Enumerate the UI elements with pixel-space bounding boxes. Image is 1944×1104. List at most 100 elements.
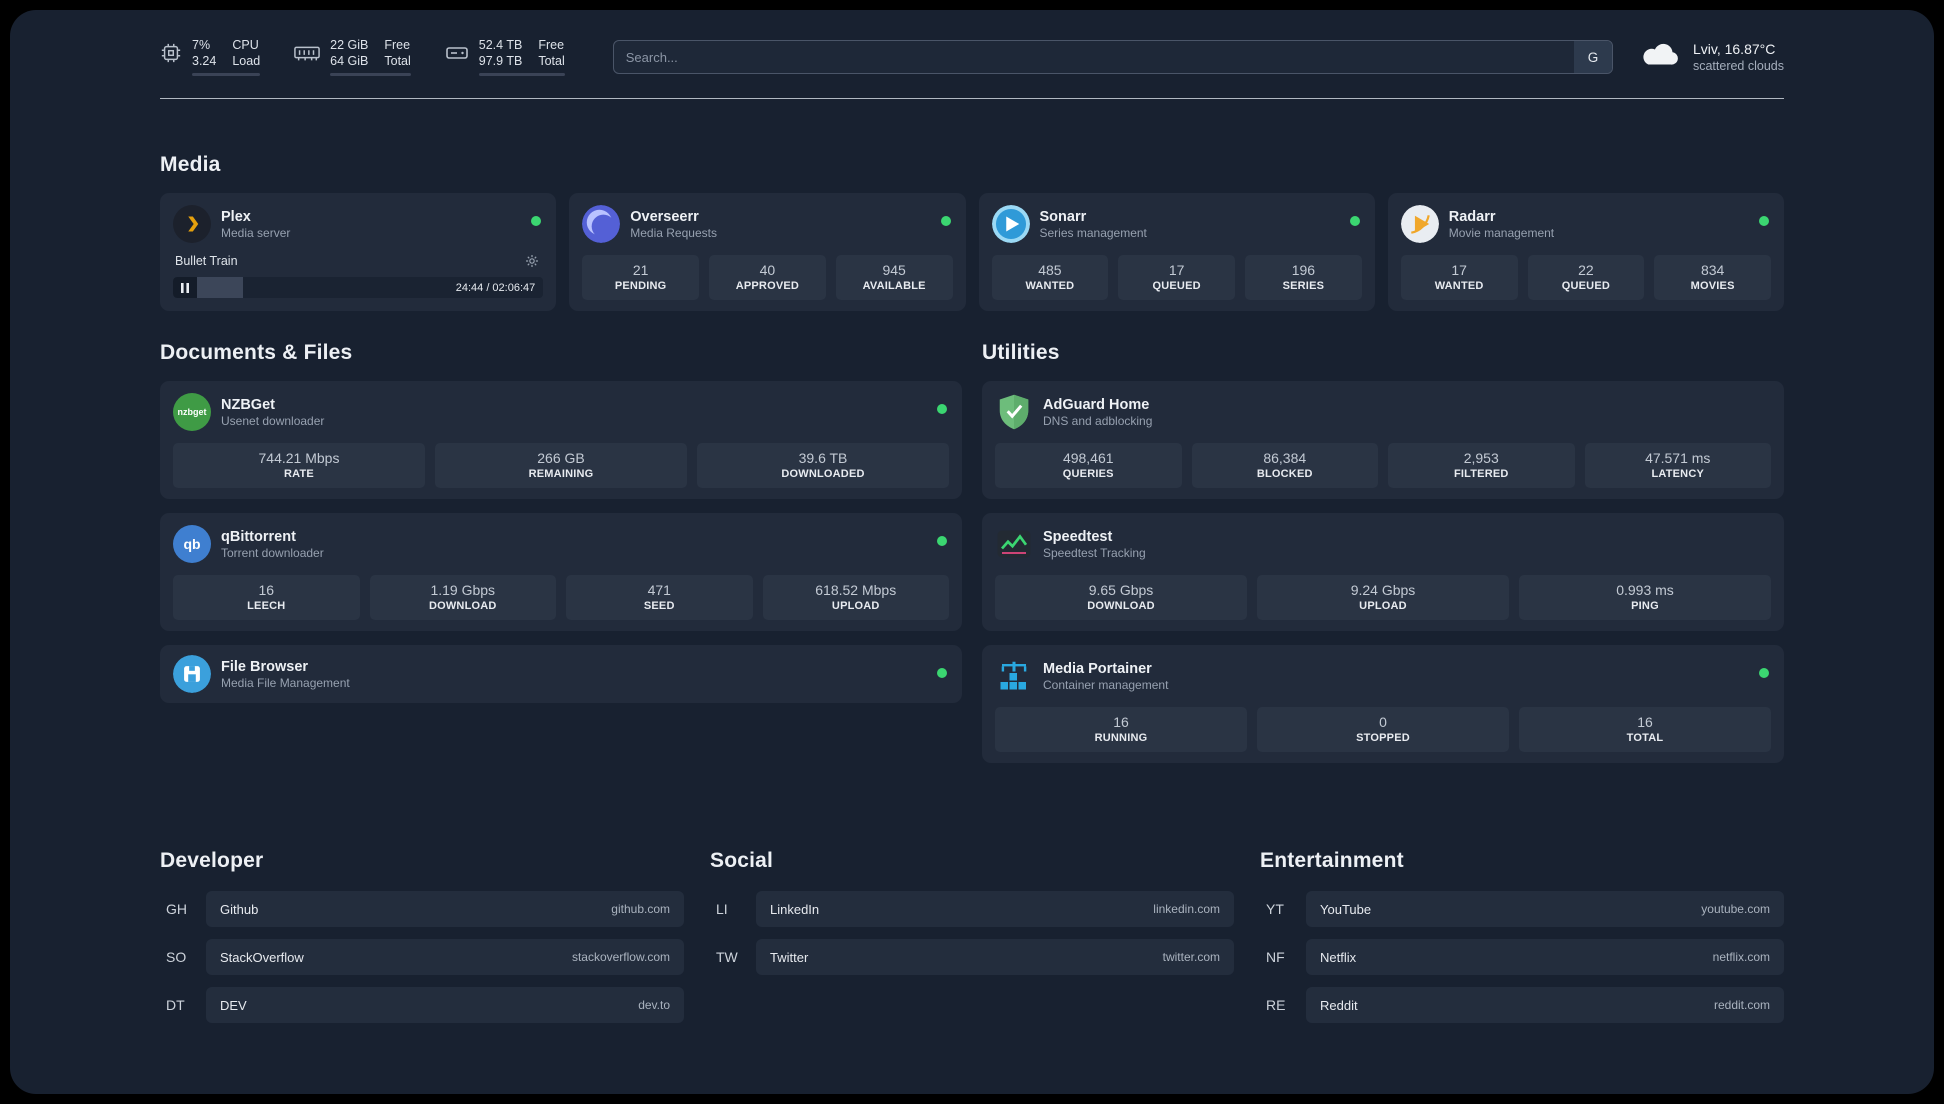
bookmark-link[interactable]: Netflix netflix.com	[1306, 939, 1784, 975]
bookmark-link[interactable]: Github github.com	[206, 891, 684, 927]
app-name: qBittorrent	[221, 528, 296, 545]
dashboard-panel: 7% 3.24 CPU Load	[10, 10, 1934, 1094]
weather-condition: scattered clouds	[1692, 59, 1784, 73]
track-title: Bullet Train	[175, 254, 238, 268]
cloud-icon	[1639, 40, 1683, 75]
app-name: Sonarr	[1039, 208, 1087, 225]
app-card-overseerr[interactable]: Overseerr Media Requests 21 PENDING 40 A…	[569, 193, 966, 311]
app-card-plex[interactable]: Plex Media server Bullet Train	[160, 193, 557, 311]
cpu-usage-value: 7%	[192, 38, 211, 52]
stat-running: 16 RUNNING	[995, 707, 1247, 752]
section-title-entertainment: Entertainment	[1260, 849, 1404, 872]
section-utilities: Utilities AdGuard Home	[982, 341, 1784, 763]
stat-total: 16 TOTAL	[1519, 707, 1771, 752]
stat-pending: 21 PENDING	[582, 255, 699, 300]
stat-leech: 16 LEECH	[173, 575, 360, 620]
bookmarks-developer: Developer GH Github github.com SO StackO…	[160, 849, 684, 1035]
cpu-usage-label: CPU	[232, 38, 259, 52]
cpu-progress-track	[192, 73, 261, 76]
bookmark-link[interactable]: YouTube youtube.com	[1306, 891, 1784, 927]
plex-now-playing: Bullet Train	[173, 252, 544, 298]
app-name: AdGuard Home	[1043, 396, 1150, 413]
app-desc: Usenet downloader	[221, 413, 325, 428]
bookmark-link[interactable]: LinkedIn linkedin.com	[756, 891, 1234, 927]
app-card-sonarr[interactable]: Sonarr Series management 485 WANTED 17 Q…	[978, 193, 1375, 311]
disk-total-label: Total	[538, 54, 565, 68]
speedtest-icon	[995, 525, 1033, 563]
section-title-media: Media	[160, 153, 221, 176]
status-indicator	[937, 404, 947, 414]
bookmark-abbr: TW	[716, 949, 738, 965]
search-input[interactable]	[613, 41, 1574, 73]
bookmark-youtube: YT YouTube youtube.com	[1260, 891, 1784, 927]
stat-queued: 22 QUEUED	[1527, 255, 1645, 300]
bookmark-link[interactable]: DEV dev.to	[206, 987, 684, 1023]
plex-icon	[173, 205, 211, 243]
app-name: File Browser	[221, 658, 309, 675]
bookmark-abbr: NF	[1266, 949, 1285, 965]
app-name: Overseerr	[630, 208, 699, 225]
bookmark-abbr: DT	[166, 997, 185, 1013]
stat-filtered: 2,953 FILTERED	[1388, 443, 1575, 488]
gear-icon[interactable]	[523, 252, 541, 270]
stat-upload: 618.52 Mbps UPLOAD	[762, 575, 949, 620]
ram-total-value: 64 GiB	[330, 54, 369, 68]
status-indicator	[1349, 216, 1360, 226]
app-card-qbittorrent[interactable]: qb qBittorrent Torrent downloader 16 LEE…	[160, 513, 962, 631]
search-engine-button[interactable]: G	[1573, 41, 1612, 73]
app-desc: Movie management	[1448, 225, 1555, 240]
bookmark-link[interactable]: Twitter twitter.com	[756, 939, 1234, 975]
section-documents: Documents & Files nzbget NZBGet Usenet d…	[160, 341, 962, 703]
weather-location: Lviv, 16.87°C	[1692, 41, 1776, 57]
bookmark-abbr: LI	[716, 901, 728, 917]
stat-remaining: 266 GB REMAINING	[435, 443, 687, 488]
app-name: Plex	[221, 208, 251, 225]
app-desc: Torrent downloader	[221, 545, 324, 560]
stat-stopped: 0 STOPPED	[1257, 707, 1509, 752]
ram-total-label: Total	[384, 54, 411, 68]
stat-blocked: 86,384 BLOCKED	[1191, 443, 1378, 488]
bookmarks-social: Social LI LinkedIn linkedin.com TW Twitt…	[710, 849, 1234, 1035]
status-indicator	[937, 668, 947, 678]
app-card-nzbget[interactable]: nzbget NZBGet Usenet downloader 744.21 M…	[160, 381, 962, 499]
app-name: NZBGet	[221, 396, 275, 413]
status-indicator	[940, 216, 951, 226]
playback-time: 24:44 / 02:06:47	[455, 281, 536, 294]
section-title-social: Social	[710, 849, 774, 872]
app-name: Radarr	[1448, 208, 1496, 225]
status-indicator	[1759, 216, 1769, 226]
section-title-documents: Documents & Files	[160, 341, 353, 364]
app-card-speedtest[interactable]: Speedtest Speedtest Tracking 9.65 Gbps D…	[982, 513, 1784, 631]
stat-queries: 498,461 QUERIES	[995, 443, 1182, 488]
bookmark-github: GH Github github.com	[160, 891, 684, 927]
stat-wanted: 17 WANTED	[1400, 255, 1518, 300]
app-card-radarr[interactable]: Radarr Movie management 17 WANTED 22 QUE…	[1387, 193, 1784, 311]
app-desc: Media Requests	[630, 225, 717, 240]
disk-metric: 52.4 TB 97.9 TB Free Total	[445, 38, 565, 76]
ram-icon	[294, 42, 320, 69]
sonarr-icon	[991, 205, 1030, 243]
stat-queued: 17 QUEUED	[1118, 255, 1235, 300]
status-indicator	[937, 536, 947, 546]
bookmark-abbr: RE	[1266, 997, 1286, 1013]
ram-progress-track	[330, 73, 411, 76]
bookmark-linkedin: LI LinkedIn linkedin.com	[710, 891, 1234, 927]
playback-progress-bar[interactable]: 24:44 / 02:06:47	[173, 277, 544, 298]
nzbget-icon: nzbget	[173, 393, 211, 431]
app-card-adguard[interactable]: AdGuard Home DNS and adblocking 498,461 …	[982, 381, 1784, 499]
weather-widget[interactable]: Lviv, 16.87°C scattered clouds	[1639, 40, 1784, 75]
app-card-portainer[interactable]: Media Portainer Container management 16 …	[982, 645, 1784, 763]
ram-metric: 22 GiB 64 GiB Free Total	[294, 38, 411, 76]
stat-available: 945 AVAILABLE	[835, 255, 953, 300]
bookmark-link[interactable]: Reddit reddit.com	[1306, 987, 1784, 1023]
section-title-utilities: Utilities	[982, 341, 1060, 364]
app-card-filebrowser[interactable]: File Browser Media File Management	[160, 645, 962, 703]
pause-icon[interactable]	[173, 277, 197, 298]
app-name: Media Portainer	[1043, 660, 1152, 677]
stat-downloaded: 39.6 TB DOWNLOADED	[697, 443, 949, 488]
radarr-icon	[1400, 205, 1439, 243]
app-desc: Media File Management	[221, 675, 350, 690]
stat-series: 196 SERIES	[1245, 255, 1362, 300]
bookmark-link[interactable]: StackOverflow stackoverflow.com	[206, 939, 684, 975]
app-desc: Media server	[221, 225, 291, 240]
